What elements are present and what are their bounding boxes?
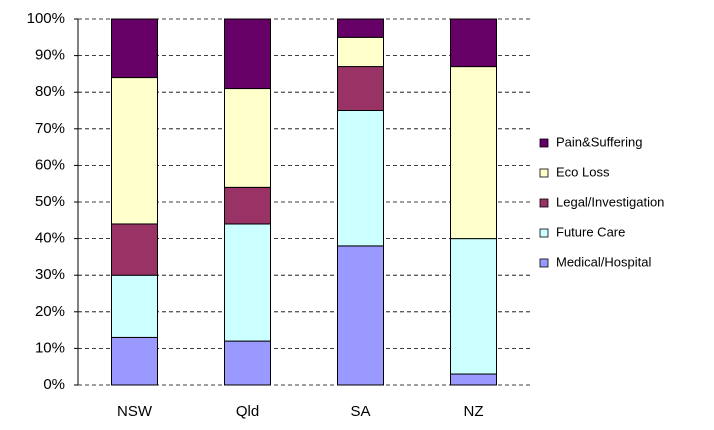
y-tick-label: 20%	[35, 303, 65, 320]
legend-swatch	[539, 228, 549, 238]
x-tick-label: NSW	[117, 403, 153, 420]
y-tick-label: 90%	[35, 47, 65, 64]
bar-segment	[111, 77, 158, 225]
bar-segment	[224, 340, 271, 386]
y-tick-label: 100%	[27, 10, 65, 27]
y-tick-label: 80%	[35, 83, 65, 100]
y-tick-label: 40%	[35, 230, 65, 247]
bar-segment	[450, 238, 497, 375]
legend-label: Eco Loss	[556, 164, 610, 179]
bar-segment	[111, 336, 158, 386]
y-tick-label: 30%	[35, 266, 65, 283]
bar-segment	[111, 274, 158, 338]
legend-label: Pain&Suffering	[556, 134, 643, 149]
bar-segment	[450, 18, 497, 68]
bar-segment	[224, 18, 271, 90]
legend-swatch	[539, 138, 549, 148]
bar-segment	[337, 245, 384, 386]
x-tick-label: SA	[350, 403, 370, 420]
y-tick-label: 70%	[35, 120, 65, 137]
legend-label: Future Care	[556, 224, 625, 239]
y-tick-label: 10%	[35, 339, 65, 356]
legend-label: Legal/Investigation	[556, 194, 664, 209]
bar-segment	[337, 110, 384, 247]
bar-segment	[224, 223, 271, 342]
bar-segment	[450, 66, 497, 240]
y-tick-label: 50%	[35, 193, 65, 210]
bar-segment	[224, 186, 271, 225]
bar-segment	[337, 18, 384, 38]
legend-swatch	[539, 198, 549, 208]
bar-segment	[224, 88, 271, 188]
x-tick-label: Qld	[236, 403, 259, 420]
legend-swatch	[539, 168, 549, 178]
x-tick-label: NZ	[464, 403, 484, 420]
y-tick-label: 0%	[43, 376, 65, 393]
bar-segment	[450, 373, 497, 386]
legend-swatch	[539, 258, 549, 268]
bar-segment	[111, 223, 158, 276]
y-tick-label: 60%	[35, 156, 65, 173]
bar-segment	[111, 18, 158, 79]
bar-segment	[337, 66, 384, 111]
bar-segment	[337, 36, 384, 68]
legend-label: Medical/Hospital	[556, 254, 651, 269]
